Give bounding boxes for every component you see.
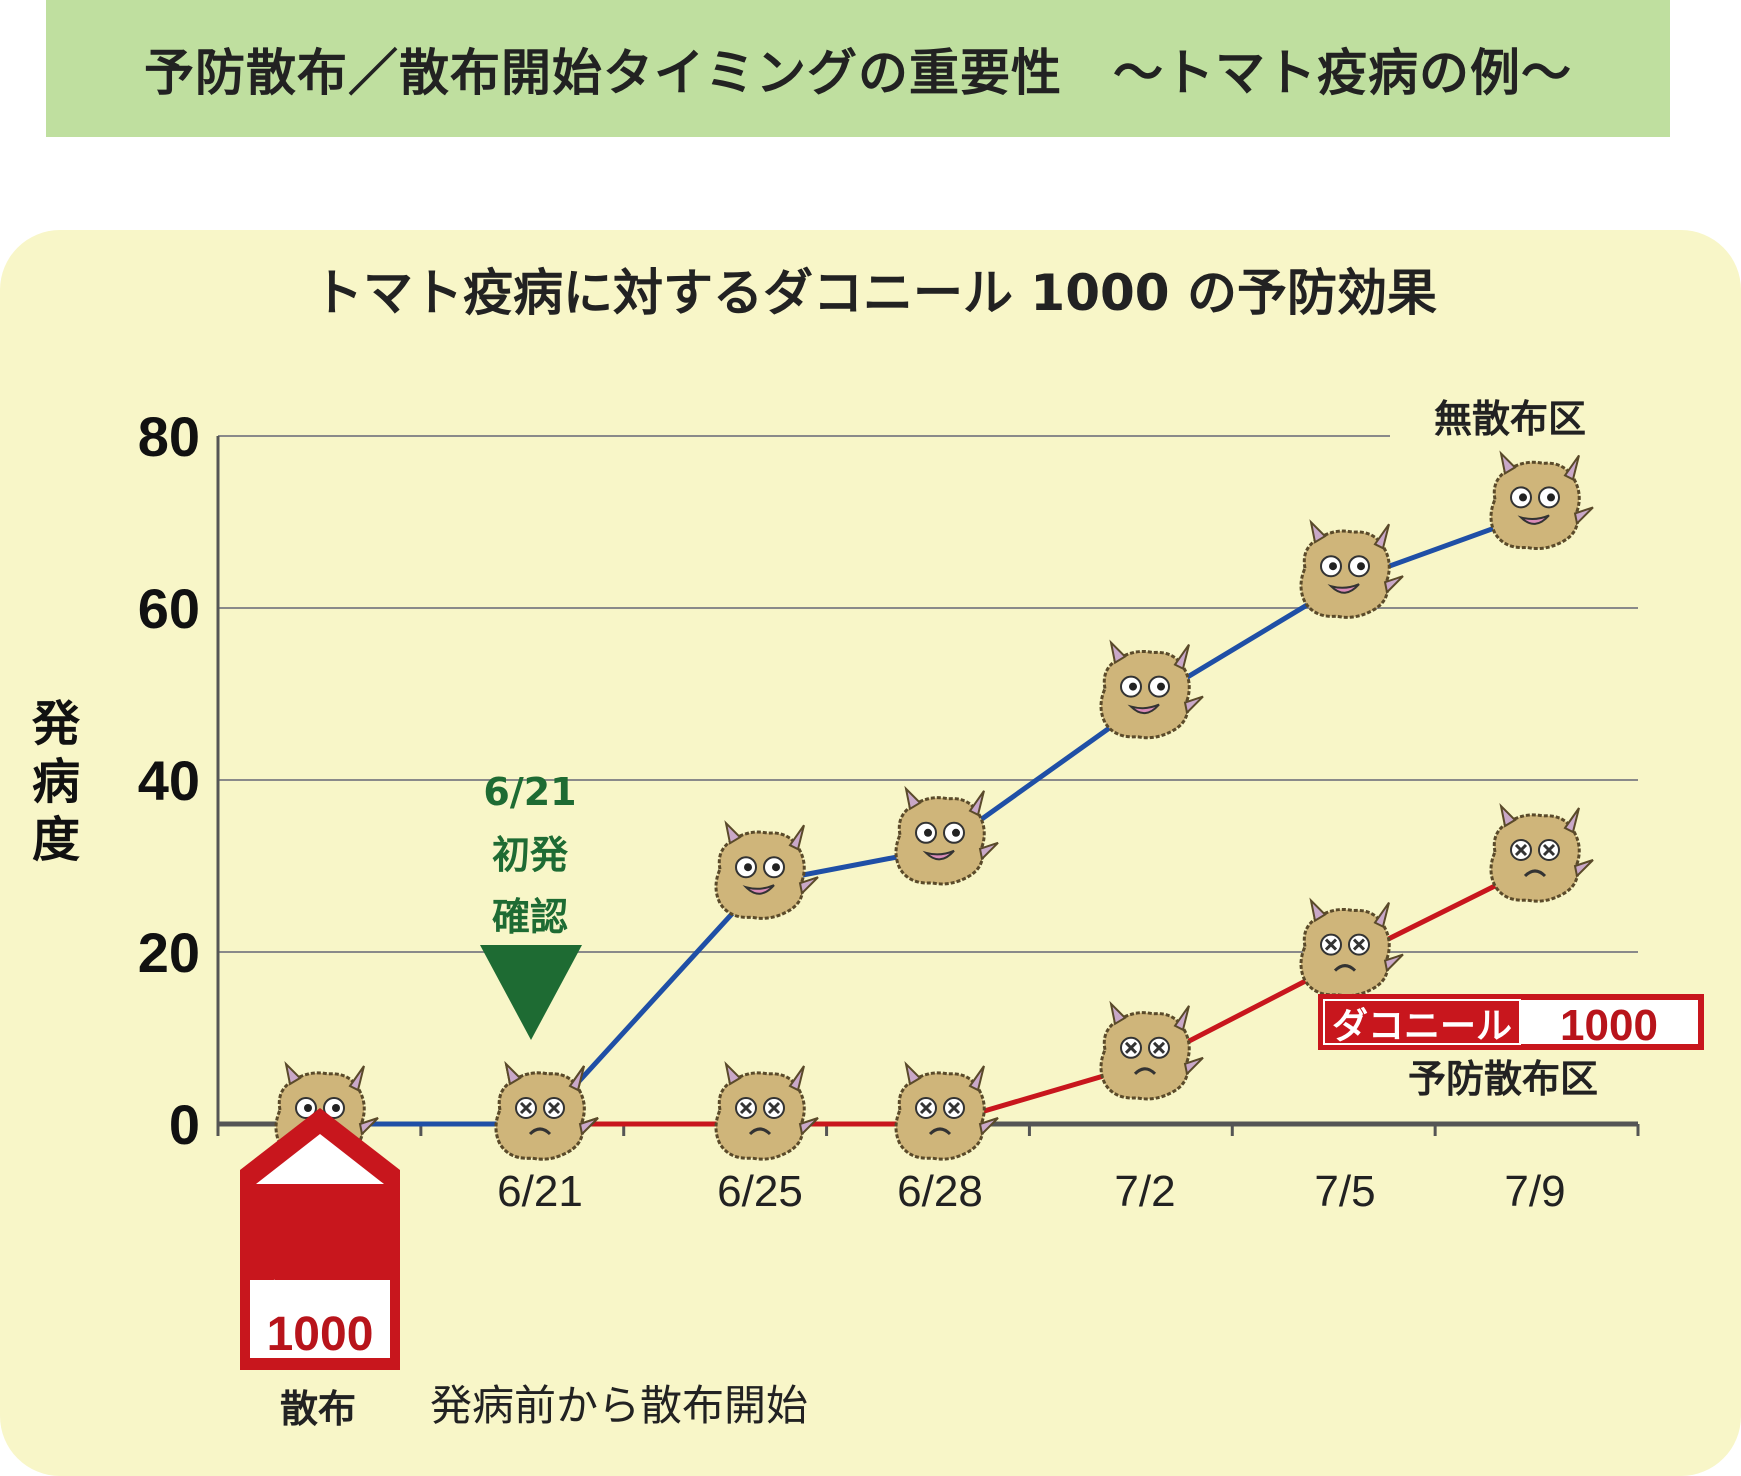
spray-logo-name: ダコニール [250,1278,390,1310]
y-tick-labels: 0 20 40 60 80 [138,405,200,1156]
y-tick-label: 80 [138,405,200,468]
x-tick-label: 7/2 [1114,1167,1175,1216]
annotation-line-2: 初発 [492,833,569,877]
x-tick-label: 7/9 [1504,1167,1565,1216]
treated-logo: ダコニール 1000 [1318,994,1704,1050]
footer-note: 発病前から散布開始 [430,1381,808,1430]
pathogen-happy-icon [716,823,818,918]
x-tick-label: 6/25 [717,1167,803,1216]
page-title: 予防散布／散布開始タイミングの重要性 ～トマト疫病の例～ [144,43,1572,102]
down-triangle-icon [480,945,582,1040]
spray-logo: ダコニール 1000 [240,1108,400,1370]
treated-logo-name: ダコニール [1332,1005,1512,1046]
grid-lines [218,435,1638,953]
series-label-untreated: 無散布区 [1434,397,1586,441]
y-tick-label: 0 [169,1093,200,1156]
x-tick-label: 6/28 [897,1167,983,1216]
pathogen-happy-icon [1301,522,1403,617]
y-tick-label: 60 [138,577,200,640]
y-tick-label: 40 [138,749,200,812]
x-tick-labels: 6/186/216/256/287/27/57/9 [277,1167,1565,1216]
pathogen-defeated-icon [1101,1004,1203,1099]
pathogen-defeated-icon [1301,901,1403,996]
chart-title: トマト疫病に対するダコニール 1000 の予防効果 [313,264,1437,322]
pathogen-defeated-icon [896,1064,998,1159]
spray-logo-number: 1000 [267,1308,374,1361]
spray-label: 散布 [280,1387,356,1431]
pathogen-happy-icon [896,789,998,884]
y-axis-label: 発病度 [32,696,81,868]
annotation-line-1: 6/21 [483,770,576,814]
series-label-treated: 予防散布区 [1408,1057,1598,1101]
annotation-line-3: 確認 [492,895,568,939]
pathogen-defeated-icon [716,1064,818,1159]
y-tick-label: 20 [138,921,200,984]
series-markers [276,453,1593,1159]
y-axis-label-char: 病 [32,754,80,810]
pathogen-defeated-icon [1491,806,1593,901]
x-tick-label: 7/5 [1314,1167,1375,1216]
y-axis-label-char: 発 [32,696,81,752]
y-axis-label-char: 度 [32,812,80,868]
pathogen-happy-icon [1491,453,1593,548]
header-band: 予防散布／散布開始タイミングの重要性 ～トマト疫病の例～ [46,0,1670,137]
pathogen-happy-icon [1101,643,1203,738]
x-tick-label: 6/21 [497,1167,583,1216]
treated-logo-number: 1000 [1560,1001,1658,1050]
first-onset-annotation: 6/21 初発 確認 [480,770,582,1040]
